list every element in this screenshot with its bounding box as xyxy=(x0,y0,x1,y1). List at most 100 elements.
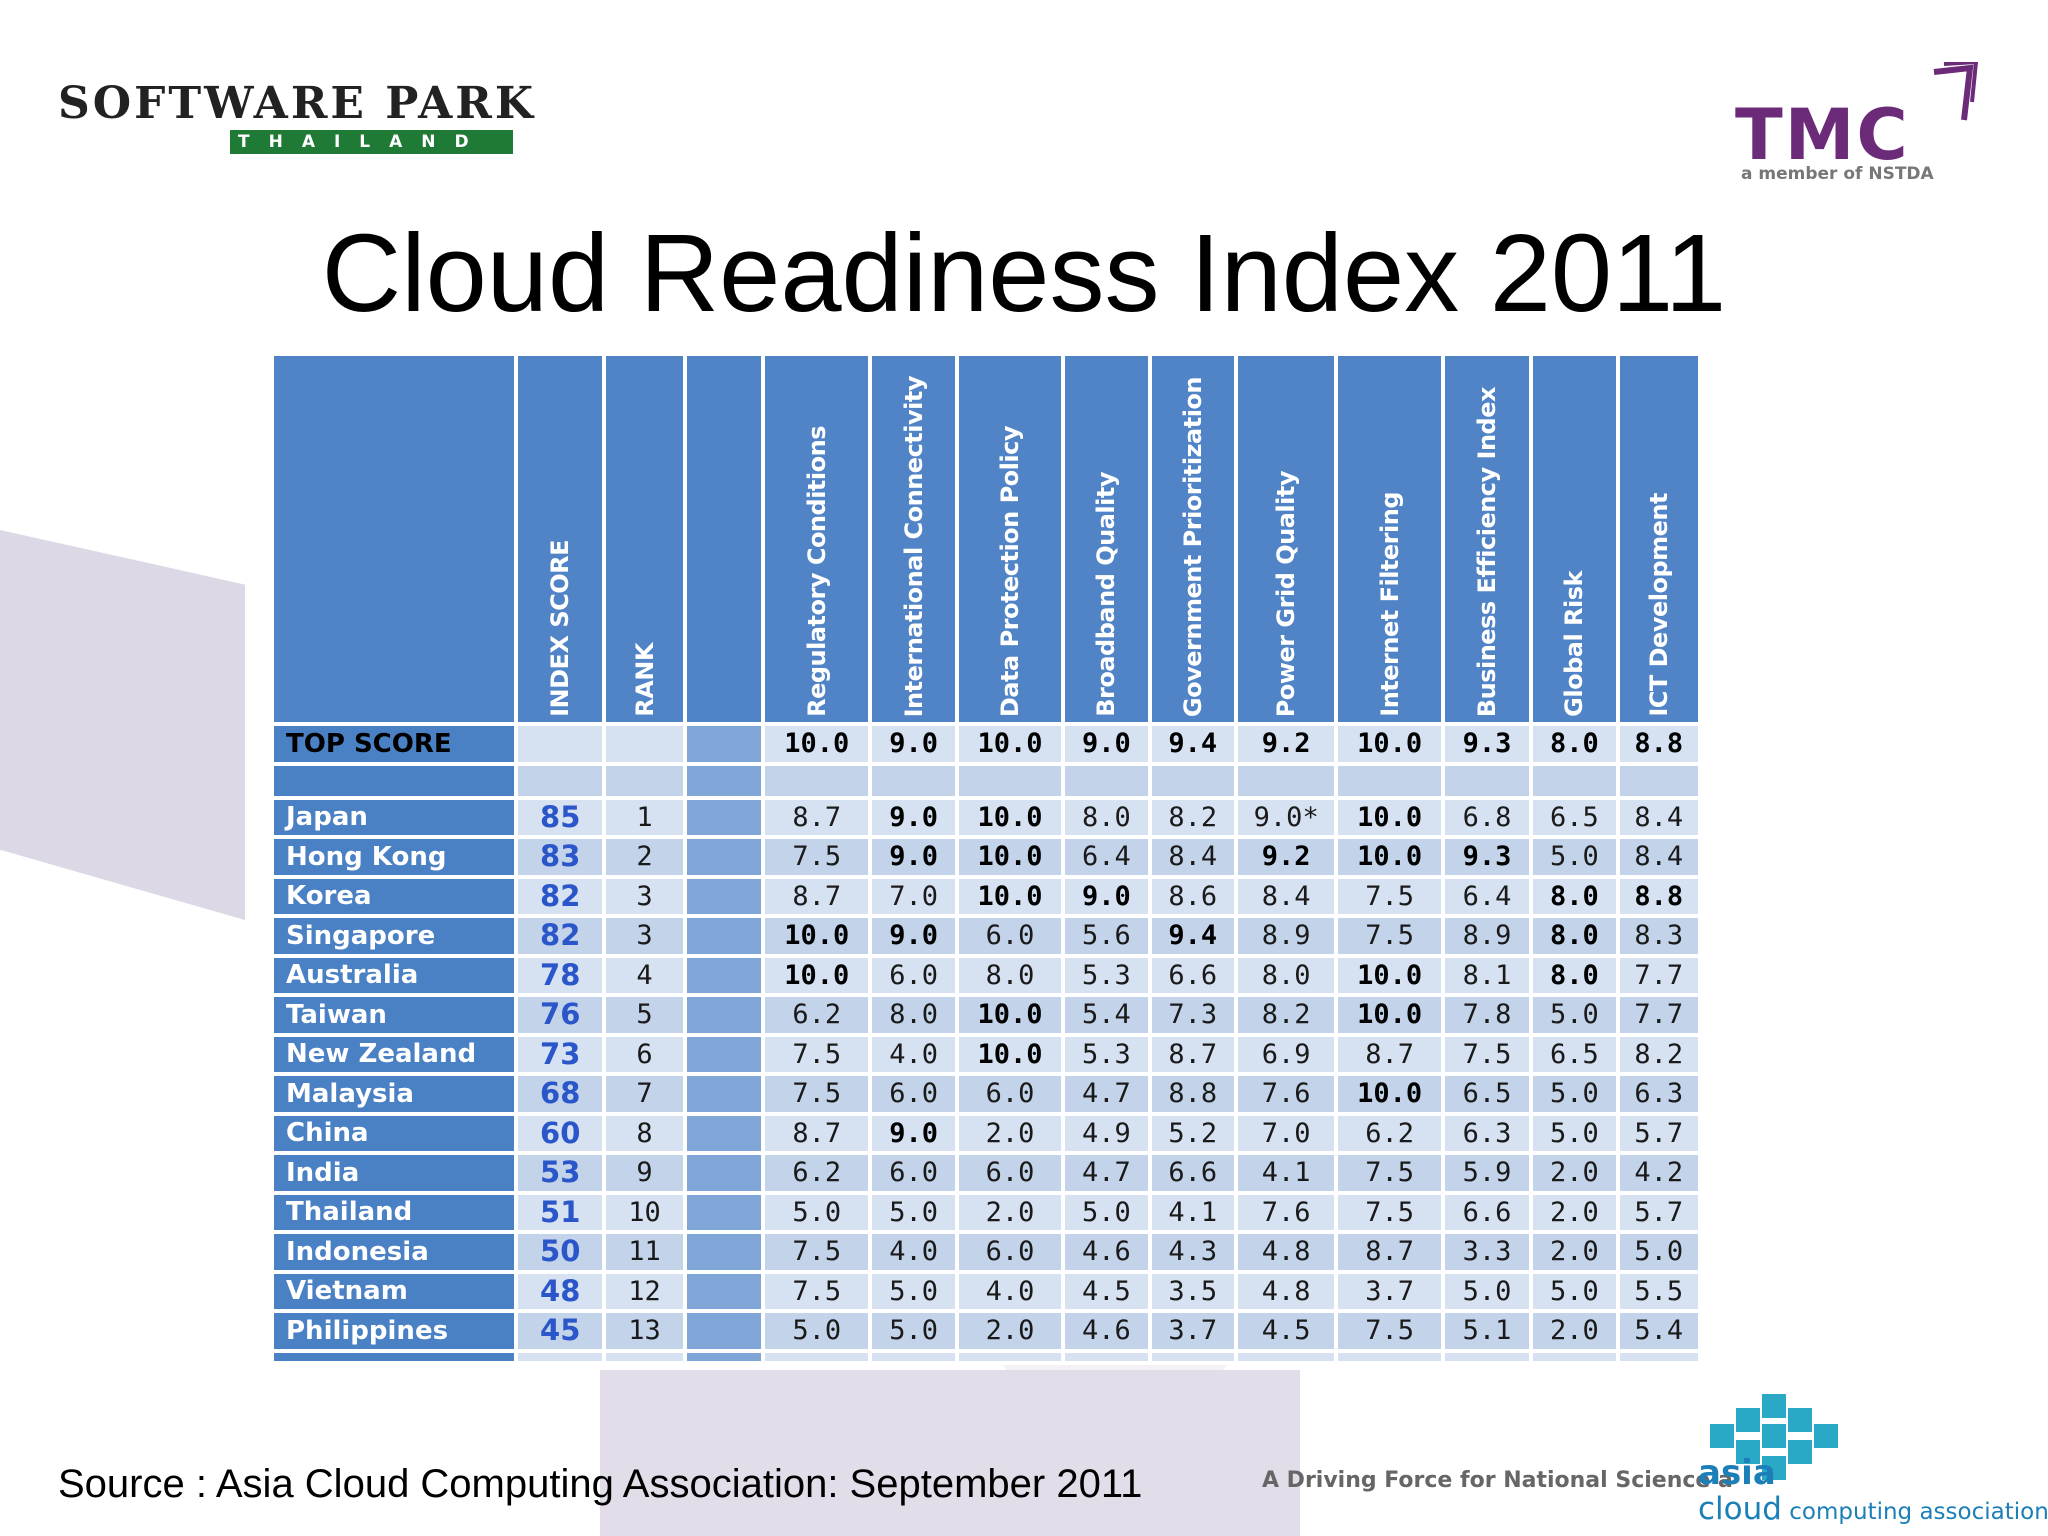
table-cell xyxy=(761,761,873,800)
table-cell: 3.3 xyxy=(1440,1230,1534,1274)
table-cell: 6.6 xyxy=(1440,1190,1534,1234)
table-cell: 10.0 xyxy=(761,914,873,958)
table-cell: 8.7 xyxy=(761,874,873,918)
asia-cloud-computing-association-logo xyxy=(1696,1394,2026,1524)
software-park-thailand-logo: SOFTWARE PARK THAILAND xyxy=(58,82,536,154)
header-cell: ICT Development xyxy=(1615,352,1703,726)
empty-cell xyxy=(682,1072,766,1116)
acca-cloud-text: cloud computing association xyxy=(1698,1491,2048,1527)
table-cell: 4.3 xyxy=(1147,1230,1238,1274)
table-cell: 6.5 xyxy=(1529,795,1620,839)
table-cell: 6.3 xyxy=(1615,1072,1703,1116)
country-name: Singapore xyxy=(269,914,519,958)
table-cell xyxy=(269,1348,519,1365)
table-cell: 6.5 xyxy=(1440,1072,1534,1116)
spacer-row xyxy=(269,761,1703,800)
table-cell: 9.0 xyxy=(868,914,959,958)
table-cell: 5.4 xyxy=(1615,1309,1703,1353)
table-cell: 4.2 xyxy=(1615,1151,1703,1195)
table-cell: 8.2 xyxy=(1615,1032,1703,1076)
thailand-bar: THAILAND xyxy=(230,130,513,154)
country-name: Thailand xyxy=(269,1190,519,1234)
table-cell: 8.2 xyxy=(1147,795,1238,839)
table-cell: 7.5 xyxy=(1334,914,1445,958)
index-score: 60 xyxy=(514,1111,607,1155)
table-cell xyxy=(602,1348,687,1365)
logo-square-icon xyxy=(1736,1440,1760,1464)
table-cell: 4.6 xyxy=(1061,1309,1152,1353)
table-cell: 5.0 xyxy=(1061,1190,1152,1234)
index-score: 45 xyxy=(514,1309,607,1353)
table-cell: 5.7 xyxy=(1615,1111,1703,1155)
empty-cell xyxy=(682,1151,766,1195)
table-row: Philippines 45 13 5.0 5.0 2.0 4.6 3.7 4.5 7.5 5.1 2… xyxy=(269,1309,1703,1353)
empty-cell xyxy=(682,1111,766,1155)
table-cell: 7.7 xyxy=(1615,993,1703,1037)
table-cell: 6.0 xyxy=(868,1151,959,1195)
logo-square-icon xyxy=(1814,1424,1838,1448)
table-cell: 9.0 xyxy=(1061,874,1152,918)
table-cell: 6.2 xyxy=(1334,1111,1445,1155)
table-cell: 6.9 xyxy=(1233,1032,1339,1076)
empty-cell xyxy=(682,914,766,958)
index-score: 76 xyxy=(514,993,607,1037)
table-cell: 6.5 xyxy=(1529,1032,1620,1076)
index-score: 50 xyxy=(514,1230,607,1274)
table-cell: 10.0 xyxy=(1334,835,1445,879)
country-name: Malaysia xyxy=(269,1072,519,1116)
header-cell: International Connectivity xyxy=(868,352,959,726)
table-cell: 8.1 xyxy=(1440,953,1534,997)
header-cell xyxy=(682,352,766,726)
table-cell: 8.0 xyxy=(868,993,959,1037)
table-cell xyxy=(1334,1348,1445,1365)
table-cell: 4.5 xyxy=(1061,1269,1152,1313)
table-row: Thailand 51 10 5.0 5.0 2.0 5.0 4.1 7.6 7.5 6.6 2.0 5… xyxy=(269,1190,1703,1234)
country-name: China xyxy=(269,1111,519,1155)
table-cell: 4.7 xyxy=(1061,1151,1152,1195)
table-cell: 7.6 xyxy=(1233,1072,1339,1116)
table-cell xyxy=(1147,761,1238,800)
table-cell xyxy=(514,722,607,766)
header-cell: RANK xyxy=(602,352,687,726)
table-cell: 5.0 xyxy=(1529,1111,1620,1155)
rank: 13 xyxy=(602,1309,687,1353)
table-cell: 9.0 xyxy=(868,722,959,766)
index-score: 82 xyxy=(514,874,607,918)
country-name: India xyxy=(269,1151,519,1195)
header-country xyxy=(269,352,519,726)
table-cell: 4.8 xyxy=(1233,1269,1339,1313)
table-cell xyxy=(682,1348,766,1365)
table-cell: 5.2 xyxy=(1147,1111,1238,1155)
table-cell xyxy=(682,761,766,800)
table-cell: 8.4 xyxy=(1233,874,1339,918)
table-row: Australia 78 4 10.0 6.0 8.0 5.3 6.6 8.0 10.0 8.1 8.… xyxy=(269,953,1703,997)
logo-square-icon xyxy=(1762,1456,1786,1480)
table-cell: 4.0 xyxy=(954,1269,1066,1313)
table-cell xyxy=(1061,1348,1152,1365)
empty-cell xyxy=(682,1309,766,1353)
empty-cell xyxy=(682,874,766,918)
index-score: 68 xyxy=(514,1072,607,1116)
table-cell xyxy=(954,1348,1066,1365)
empty-cell xyxy=(682,993,766,1037)
table-row: Singapore 82 3 10.0 9.0 6.0 5.6 9.4 8.9 7.5 8.9 8.0… xyxy=(269,914,1703,958)
table-row: Indonesia 50 11 7.5 4.0 6.0 4.6 4.3 4.8 8.7 3.3 2.0… xyxy=(269,1230,1703,1274)
table-cell: 7.5 xyxy=(1334,874,1445,918)
nstda-tagline: A Driving Force for National Science a xyxy=(1262,1468,1733,1493)
table-cell: 5.0 xyxy=(1440,1269,1534,1313)
table-cell: 8.0 xyxy=(1529,722,1620,766)
table-cell: 4.6 xyxy=(1061,1230,1152,1274)
table-cell: 6.2 xyxy=(761,993,873,1037)
table-cell: 9.0 xyxy=(1061,722,1152,766)
table-cell: 7.5 xyxy=(761,1072,873,1116)
table-cell: 6.2 xyxy=(761,1151,873,1195)
table-cell: 2.0 xyxy=(954,1309,1066,1353)
table-cell xyxy=(1615,761,1703,800)
header-cell: Business Efficiency Index xyxy=(1440,352,1534,726)
table-cell: 6.0 xyxy=(868,1072,959,1116)
table-cell: 6.0 xyxy=(954,914,1066,958)
background-block xyxy=(600,1370,1300,1536)
table-cell xyxy=(1147,1348,1238,1365)
table-cell: 5.0 xyxy=(1615,1230,1703,1274)
table-cell: 7.0 xyxy=(1233,1111,1339,1155)
